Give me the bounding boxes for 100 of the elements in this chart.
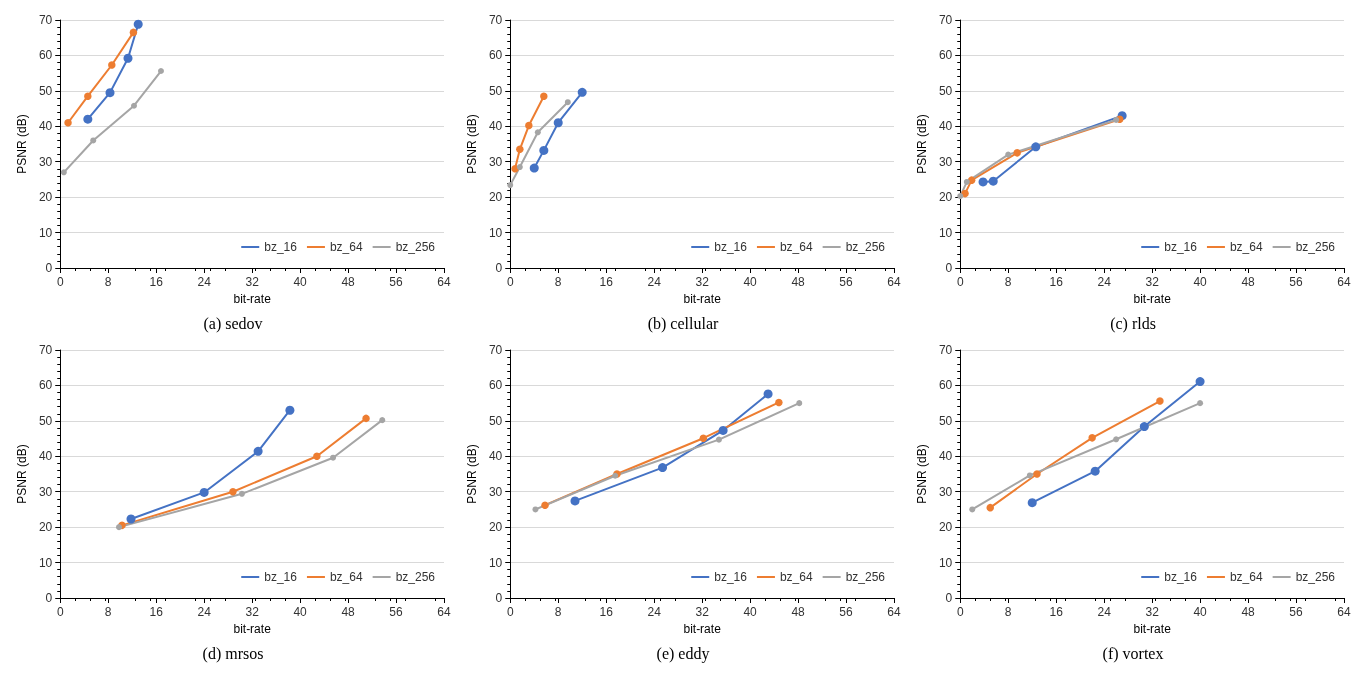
point <box>1033 470 1041 478</box>
x-tick-label: 8 <box>1004 275 1012 289</box>
text: (e) eddy <box>656 644 710 663</box>
point <box>540 92 548 100</box>
y-tick-label: 60 <box>38 378 53 393</box>
y-tick-label: 10 <box>938 225 953 240</box>
y-tick-label: 50 <box>488 83 503 98</box>
point <box>986 503 994 512</box>
y-tick-label: 40 <box>38 449 53 464</box>
y-tick-label: 40 <box>488 119 503 134</box>
point <box>1156 397 1164 405</box>
y-tick-label: 30 <box>488 154 503 169</box>
point <box>658 463 668 473</box>
point <box>126 514 136 524</box>
point <box>796 400 803 407</box>
point <box>516 164 523 171</box>
legend-label: bz_16 <box>264 570 298 584</box>
x-tick-label: 56 <box>839 605 854 619</box>
x-tick-label: 56 <box>839 275 854 289</box>
y-tick-label: 20 <box>938 190 953 205</box>
y-tick-label: 40 <box>938 449 953 464</box>
point <box>313 452 321 461</box>
y-tick-label: 0 <box>45 261 53 275</box>
y-tick-label: 30 <box>38 154 53 169</box>
x-tick-label: 24 <box>647 605 662 619</box>
point <box>763 389 773 399</box>
x-tick-label: 0 <box>956 605 964 619</box>
x-tick-label: 16 <box>599 275 614 289</box>
x-tick-label: 64 <box>1337 275 1351 289</box>
x-axis-title: bit-rate <box>683 291 722 306</box>
y-tick-label: 40 <box>38 119 53 134</box>
x-tick-label: 16 <box>1049 275 1064 289</box>
point <box>529 163 539 173</box>
x-tick-label: 16 <box>149 275 164 289</box>
y-tick-label: 20 <box>938 520 953 535</box>
point <box>90 137 97 144</box>
y-tick-label: 0 <box>45 591 53 605</box>
x-tick-label: 0 <box>506 605 514 619</box>
point <box>253 446 263 456</box>
x-tick-label: 0 <box>56 605 64 619</box>
point <box>1088 434 1096 442</box>
y-axis-title: PSNR (dB) <box>15 444 29 504</box>
point <box>285 405 295 415</box>
point <box>978 177 988 187</box>
legend-label: bz_256 <box>1295 240 1336 254</box>
point <box>553 118 563 128</box>
y-tick-label: 30 <box>488 484 503 499</box>
legend-label: bz_256 <box>1295 570 1336 584</box>
point <box>577 87 587 97</box>
y-tick-label: 10 <box>38 225 53 240</box>
y-tick-label: 60 <box>938 378 953 393</box>
x-tick-label: 40 <box>293 605 308 619</box>
x-tick-label: 8 <box>554 275 562 289</box>
legend-label: bz_16 <box>264 240 298 254</box>
point <box>699 434 708 442</box>
y-tick-label: 50 <box>38 83 53 98</box>
point <box>969 506 976 513</box>
point <box>123 53 133 63</box>
y-tick-label: 40 <box>938 119 953 134</box>
point <box>60 169 67 176</box>
point <box>379 417 386 424</box>
x-tick-label: 24 <box>197 275 212 289</box>
x-tick-label: 16 <box>149 605 164 619</box>
point <box>1197 400 1204 407</box>
y-tick-label: 10 <box>938 555 953 570</box>
x-tick-label: 8 <box>104 275 112 289</box>
legend-label: bz_16 <box>714 570 748 584</box>
point <box>83 114 93 124</box>
point <box>133 19 143 29</box>
x-axis-title: bit-rate <box>233 291 272 306</box>
y-axis-title: PSNR (dB) <box>915 114 929 174</box>
point <box>199 487 209 497</box>
point <box>1139 422 1149 432</box>
x-tick-label: 40 <box>1193 605 1208 619</box>
point <box>570 496 580 506</box>
text: (d) mrsos <box>202 644 264 663</box>
legend-label: bz_16 <box>1164 240 1198 254</box>
point <box>1013 149 1021 157</box>
legend-label: bz_256 <box>845 240 886 254</box>
x-tick-label: 8 <box>554 605 562 619</box>
x-axis-title: bit-rate <box>1133 621 1172 636</box>
x-tick-label: 64 <box>887 605 901 619</box>
y-tick-label: 70 <box>938 13 953 27</box>
text: (c) rlds <box>1110 314 1156 333</box>
x-tick-label: 16 <box>599 605 614 619</box>
x-tick-label: 40 <box>743 275 758 289</box>
y-axis-title: PSNR (dB) <box>465 114 479 174</box>
point <box>564 99 571 106</box>
y-tick-label: 60 <box>488 378 503 393</box>
point <box>1113 116 1120 123</box>
legend-label: bz_256 <box>395 240 436 254</box>
y-tick-label: 70 <box>38 13 53 27</box>
point <box>362 414 370 423</box>
x-tick-label: 64 <box>437 605 451 619</box>
legend-label: bz_64 <box>1229 570 1263 584</box>
point <box>330 454 337 461</box>
y-tick-label: 70 <box>488 13 503 27</box>
point <box>541 501 549 509</box>
x-tick-label: 32 <box>245 275 260 289</box>
point <box>108 61 116 69</box>
